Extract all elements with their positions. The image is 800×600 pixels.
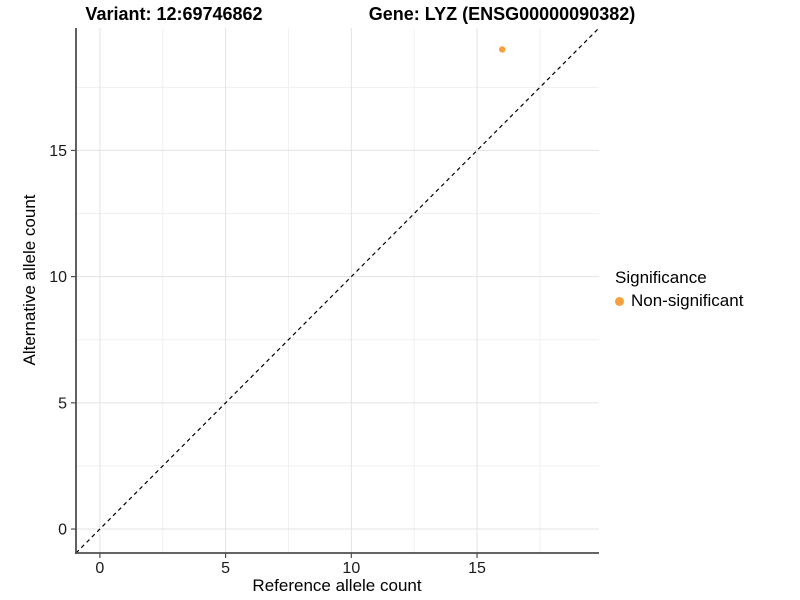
x-axis-label: Reference allele count	[252, 576, 422, 595]
x-tick-label: 10	[342, 560, 360, 577]
data-point	[498, 46, 506, 53]
legend-entry-label: Non-significant	[631, 291, 744, 310]
plot-title-gene: Gene: LYZ (ENSG00000090382)	[368, 4, 636, 24]
y-tick-label: 0	[58, 522, 67, 539]
x-tick-label: 0	[95, 560, 104, 577]
legend-entry: Non-significant	[615, 291, 743, 311]
identity-dashed-line	[75, 27, 600, 554]
y-tick-label: 15	[49, 143, 67, 160]
plot-title-variant: Variant: 12:69746862	[85, 4, 263, 24]
legend-title: Significance	[615, 268, 707, 287]
y-tick-label: 10	[49, 269, 67, 286]
legend-point-icon	[615, 296, 624, 306]
x-tick-label: 15	[468, 560, 486, 577]
x-tick-label: 5	[221, 560, 230, 577]
legend: Significance Non-significant	[615, 268, 743, 311]
y-tick-label: 5	[58, 395, 67, 412]
